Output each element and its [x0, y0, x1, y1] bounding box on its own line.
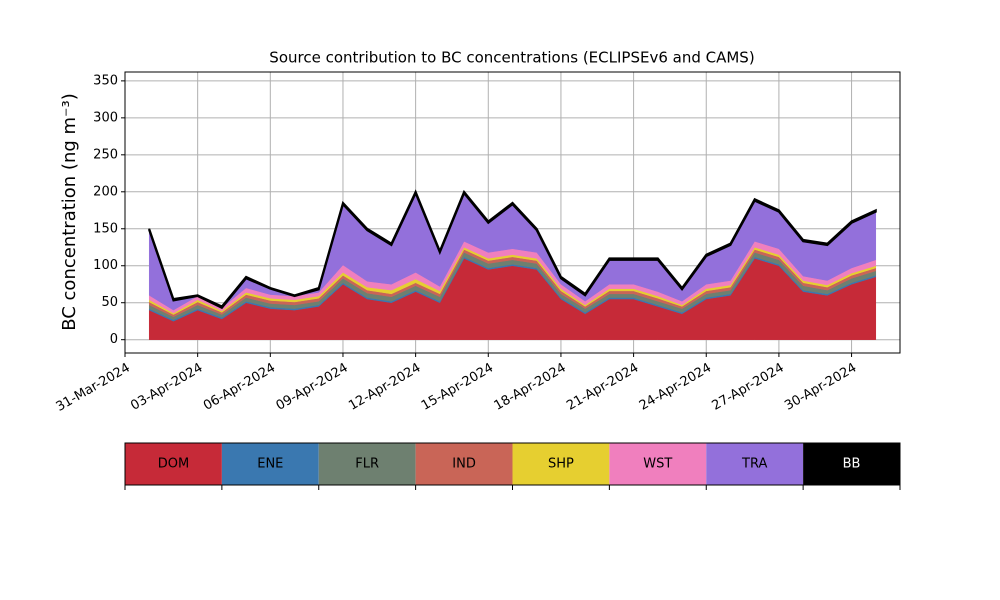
x-tick-label: 15-Apr-2024 — [419, 361, 496, 414]
legend-label: TRA — [741, 457, 767, 472]
area — [148, 189, 877, 310]
legend-swatch — [415, 443, 513, 485]
legend-label: SHP — [548, 457, 574, 472]
x-tick-label: 03-Apr-2024 — [128, 361, 205, 414]
legend-swatch — [512, 443, 610, 485]
x-tick-label: 27-Apr-2024 — [710, 361, 787, 414]
legend-label: IND — [452, 457, 476, 472]
legend-swatch — [706, 443, 804, 485]
y-tick-label: 250 — [93, 147, 118, 162]
x-tick-label: 18-Apr-2024 — [492, 361, 569, 414]
y-tick-label: 350 — [93, 73, 118, 88]
legend-swatch — [125, 443, 222, 485]
x-tick-label: 09-Apr-2024 — [274, 361, 351, 414]
legend-label: WST — [643, 457, 672, 472]
x-tick-label: 12-Apr-2024 — [346, 361, 423, 414]
y-tick-label: 200 — [93, 184, 118, 199]
x-tick-label: 24-Apr-2024 — [637, 361, 714, 414]
legend-swatch — [221, 443, 319, 485]
legend-swatch — [803, 443, 900, 485]
y-tick-label: 150 — [93, 221, 118, 236]
legend-label: FLR — [355, 457, 379, 472]
x-tick-label: 21-Apr-2024 — [564, 361, 641, 414]
y-axis-label: BC concentration (ng m⁻³) — [59, 93, 80, 331]
chart-title: Source contribution to BC concentrations… — [269, 49, 754, 67]
plot-frame — [124, 71, 901, 354]
x-tick-label: 31-Mar-2024 — [54, 361, 133, 415]
y-tick-label: 50 — [101, 295, 118, 310]
legend-swatch — [318, 443, 416, 485]
x-tick-label: 06-Apr-2024 — [201, 361, 278, 414]
legend-swatch — [609, 443, 707, 485]
legend-label: BB — [843, 457, 861, 472]
y-tick-label: 100 — [93, 258, 118, 273]
legend-label: ENE — [257, 457, 283, 472]
y-tick-label: 300 — [93, 110, 118, 125]
y-tick-label: 0 — [110, 332, 118, 347]
x-tick-label: 30-Apr-2024 — [782, 361, 859, 414]
legend-label: DOM — [158, 457, 189, 472]
legend-frame — [124, 442, 901, 486]
